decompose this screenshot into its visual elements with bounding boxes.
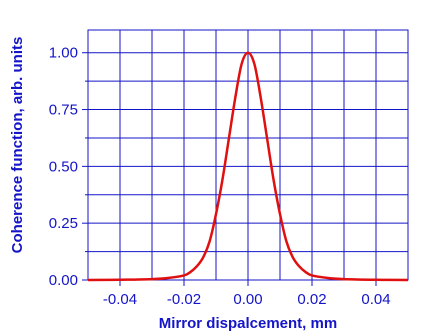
x-tick-label: -0.04 <box>103 291 137 308</box>
x-tick-label: -0.02 <box>167 291 201 308</box>
y-axis-title: Coherence function, arb. units <box>9 37 26 254</box>
x-tick-label: 0.02 <box>297 291 326 308</box>
x-tick-label: 0.00 <box>233 291 262 308</box>
plot-frame <box>87 29 409 281</box>
y-tick-label: 0.00 <box>49 272 78 289</box>
series-line <box>87 51 409 282</box>
grid-lines <box>87 30 409 281</box>
y-tick-label: 0.50 <box>49 158 78 175</box>
series-layer <box>87 51 409 282</box>
x-axis-title: Mirror dispalcement, mm <box>159 315 337 332</box>
x-tick-labels: -0.04 -0.02 0.00 0.02 0.04 <box>103 291 391 308</box>
y-tick-label: 0.25 <box>49 215 78 232</box>
tick-marks <box>82 52 377 286</box>
y-tick-labels: 0.00 0.25 0.50 0.75 1.00 <box>49 45 78 289</box>
y-tick-label: 1.00 <box>49 45 78 62</box>
x-tick-label: 0.04 <box>361 291 390 308</box>
y-tick-label: 0.75 <box>49 102 78 119</box>
